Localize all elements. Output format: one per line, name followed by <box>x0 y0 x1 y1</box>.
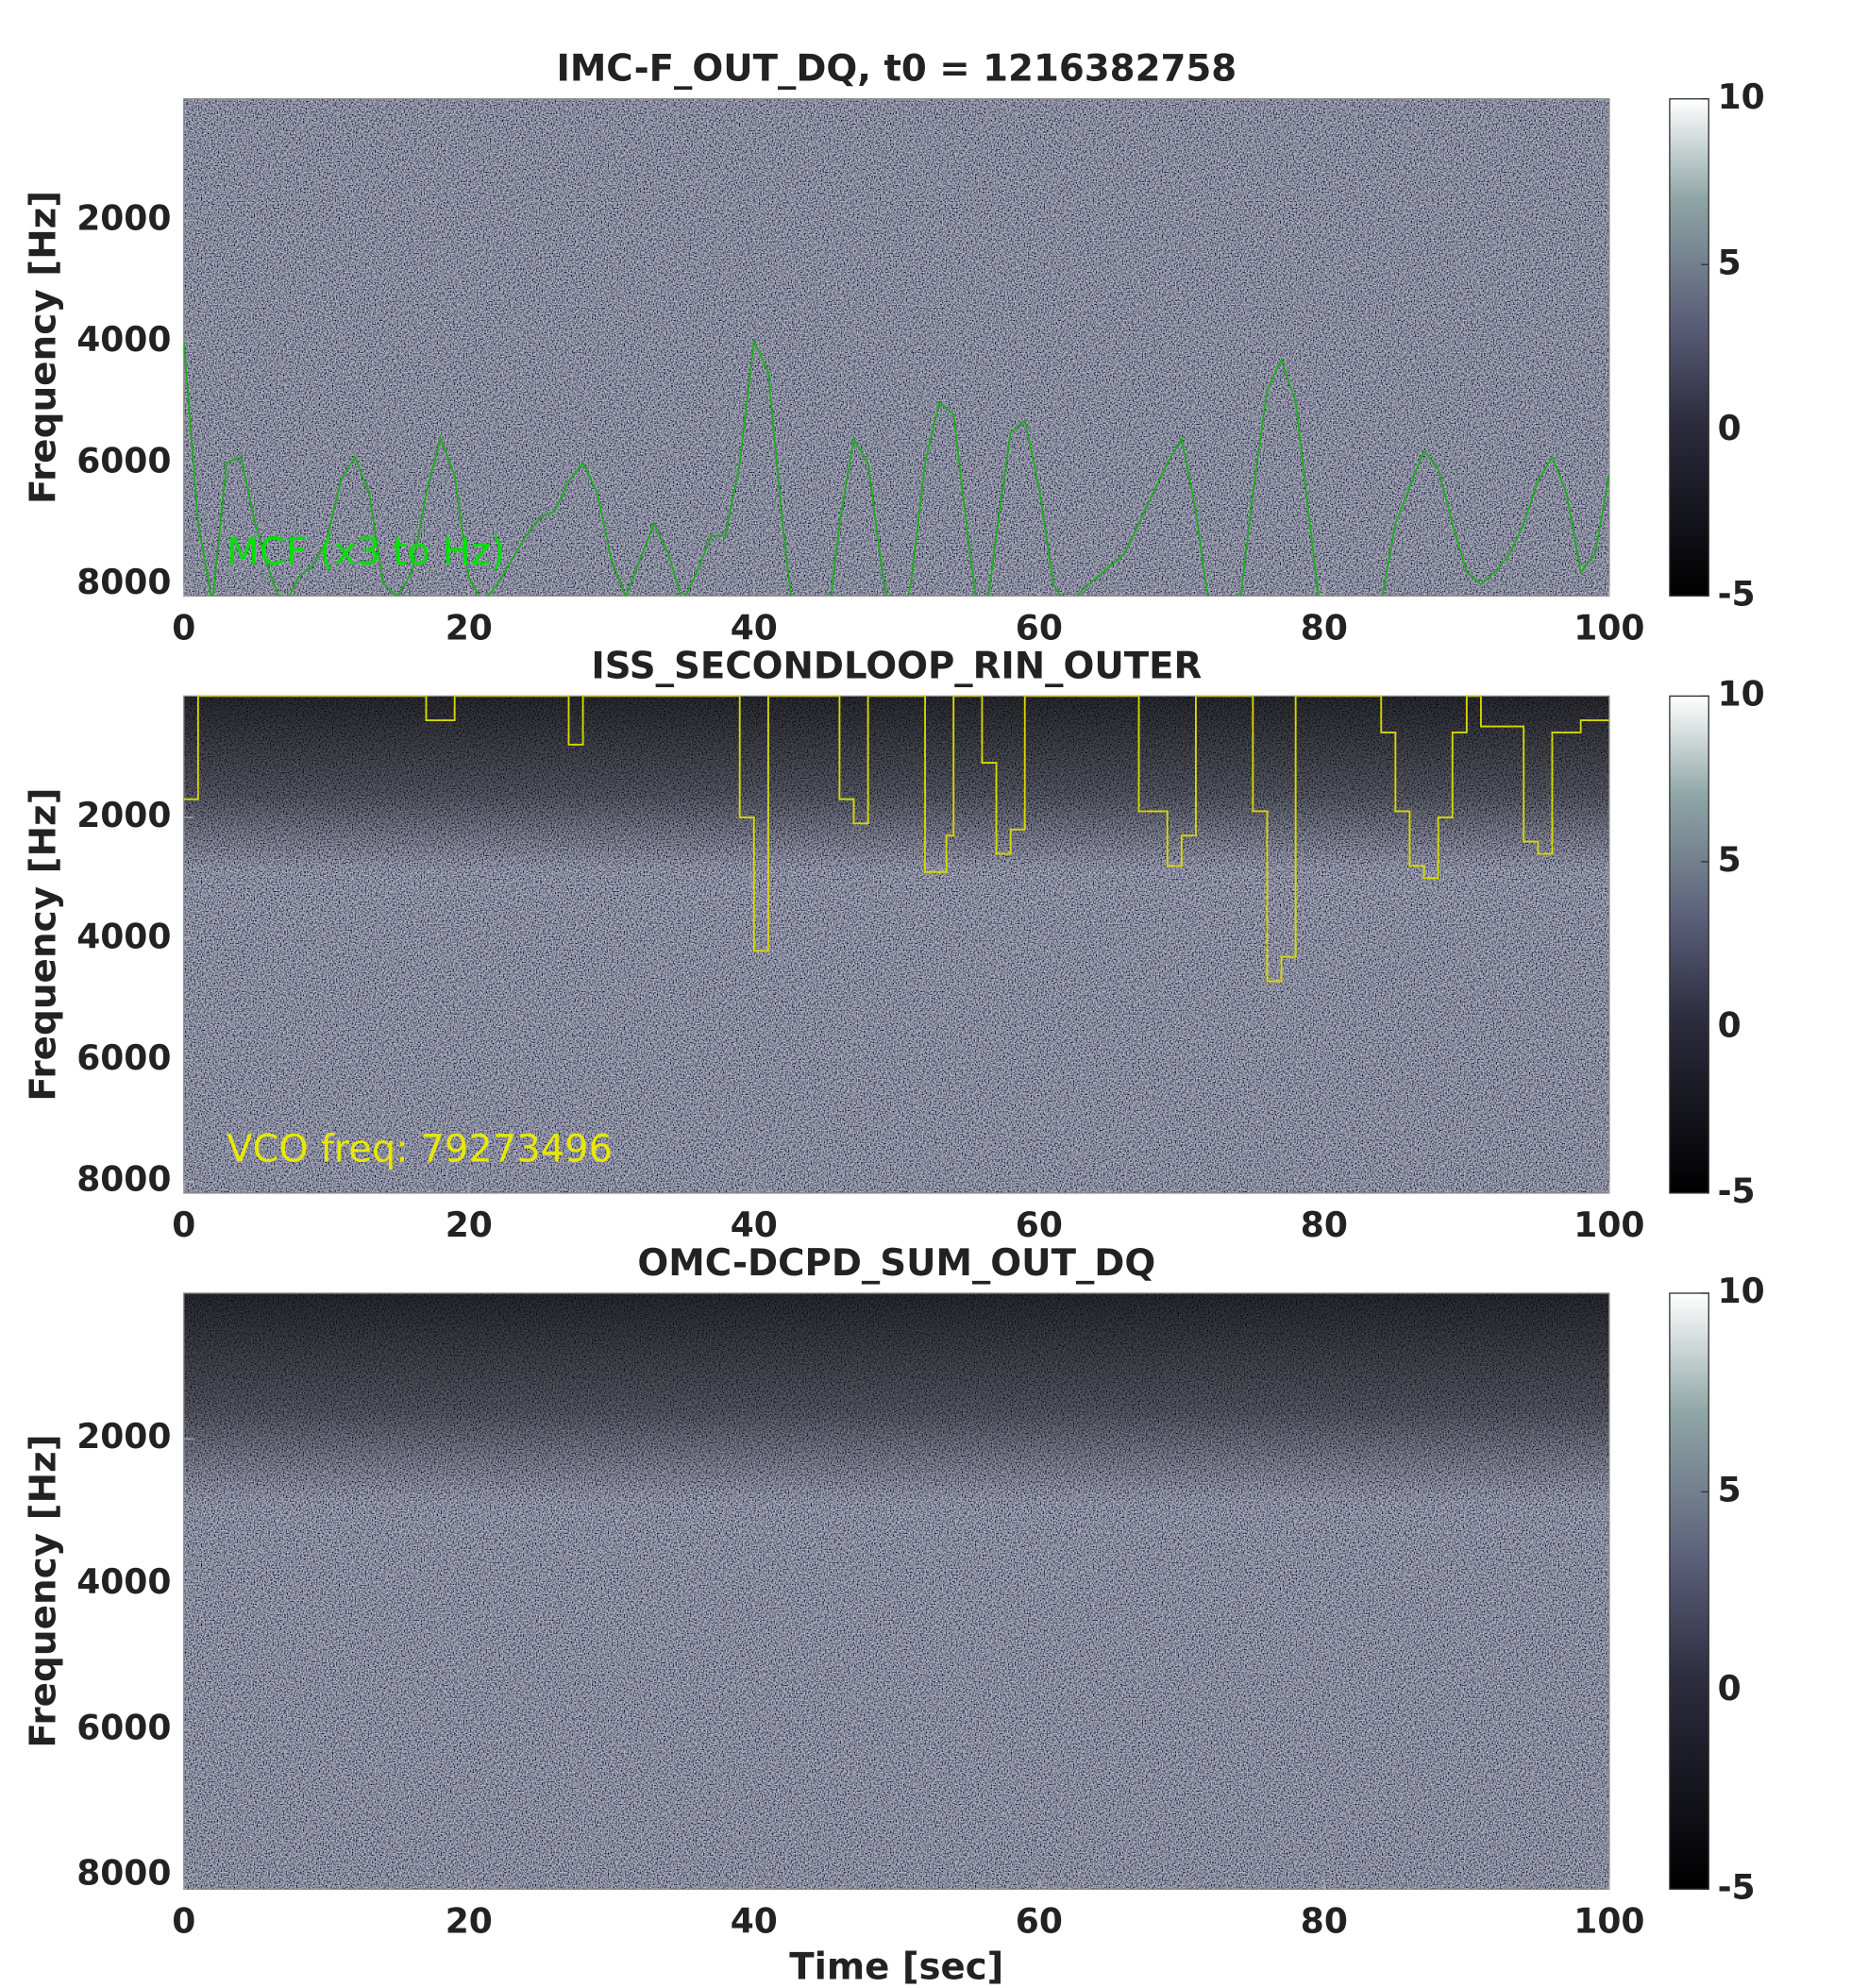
colorbar-tick-label: -5 <box>1718 573 1756 614</box>
colorbar-tick-label: 5 <box>1718 242 1742 282</box>
y-axis-label: Frequency [Hz] <box>23 191 65 504</box>
colorbar-tick-label: -5 <box>1718 1866 1756 1907</box>
y-tick-label: 6000 <box>76 440 171 480</box>
colorbar-tick-label: 5 <box>1718 1469 1742 1509</box>
x-tick-label: 40 <box>731 1900 778 1941</box>
x-tick-label: 100 <box>1573 1205 1644 1245</box>
x-tick-label: 0 <box>172 1205 195 1245</box>
colorbar <box>1669 695 1709 1194</box>
y-tick-label: 6000 <box>76 1037 171 1078</box>
x-tick-label: 80 <box>1301 607 1348 648</box>
colorbar <box>1669 1292 1709 1890</box>
annotation: MCF (x3 to Hz) <box>227 531 505 574</box>
y-tick-label: 8000 <box>76 1158 171 1199</box>
colorbar <box>1669 98 1709 597</box>
x-tick-label: 100 <box>1573 1900 1644 1941</box>
colorbar-tick-label: -5 <box>1718 1171 1756 1211</box>
colorbar-tick-label: 0 <box>1718 408 1742 448</box>
x-tick-label: 40 <box>731 607 778 648</box>
x-tick-label: 60 <box>1016 607 1063 648</box>
x-tick-label: 80 <box>1301 1900 1348 1941</box>
x-tick-label: 20 <box>446 1900 493 1941</box>
x-tick-label: 20 <box>446 607 493 648</box>
low-frequency-band <box>183 1292 1609 1890</box>
y-axis-label: Frequency [Hz] <box>23 1434 65 1747</box>
trace-line <box>183 696 1609 983</box>
colorbar-tick-label: 5 <box>1718 839 1742 880</box>
x-tick-label: 80 <box>1301 1205 1348 1245</box>
x-tick-label: 20 <box>446 1205 493 1245</box>
y-tick-label: 2000 <box>76 1416 171 1457</box>
y-tick-label: 2000 <box>76 197 171 238</box>
x-tick-label: 40 <box>731 1205 778 1245</box>
trace-line <box>183 338 1609 597</box>
panel-title: ISS_SECONDLOOP_RIN_OUTER <box>591 645 1202 687</box>
x-tick-label: 0 <box>172 607 195 648</box>
y-axis-label: Frequency [Hz] <box>23 788 65 1102</box>
x-tick-label: 60 <box>1016 1205 1063 1245</box>
x-tick-label: 60 <box>1016 1900 1063 1941</box>
spectrogram-image <box>183 98 1609 597</box>
axes-frame <box>183 1292 1610 1890</box>
y-tick-label: 4000 <box>76 916 171 956</box>
y-tick-label: 4000 <box>76 319 171 360</box>
colorbar-tick-label: 10 <box>1718 1271 1765 1311</box>
y-tick-label: 8000 <box>76 562 171 602</box>
y-tick-label: 4000 <box>76 1561 171 1602</box>
x-tick-label: 100 <box>1573 607 1644 648</box>
colorbar-tick-label: 10 <box>1718 76 1765 117</box>
y-tick-label: 8000 <box>76 1852 171 1893</box>
y-tick-label: 6000 <box>76 1707 171 1747</box>
x-axis-label: Time [sec] <box>789 1946 1003 1988</box>
colorbar-tick-label: 10 <box>1718 673 1765 714</box>
annotation: VCO freq: 79273496 <box>227 1127 613 1171</box>
x-tick-label: 0 <box>172 1900 195 1941</box>
panel-title: IMC-F_OUT_DQ, t0 = 1216382758 <box>556 48 1237 91</box>
panel-title: OMC-DCPD_SUM_OUT_DQ <box>637 1242 1155 1285</box>
colorbar-tick-label: 0 <box>1718 1668 1742 1709</box>
low-frequency-band <box>183 696 1609 1193</box>
colorbar-tick-label: 0 <box>1718 1004 1742 1045</box>
y-tick-label: 2000 <box>76 795 171 835</box>
